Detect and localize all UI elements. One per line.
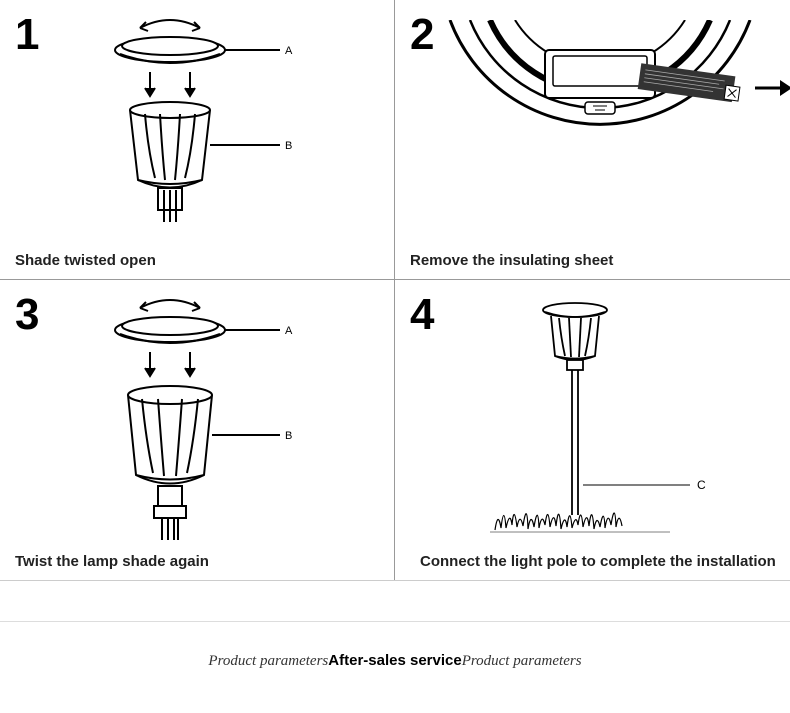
footer-script-right: Product parameters bbox=[462, 653, 582, 669]
step-1-caption: Shade twisted open bbox=[15, 252, 156, 269]
step-2-caption: Remove the insulating sheet bbox=[410, 252, 613, 269]
step-4-diagram: C bbox=[475, 290, 755, 550]
step-1-number: 1 bbox=[15, 10, 39, 60]
step-2-diagram bbox=[435, 20, 790, 240]
label-a: A bbox=[285, 45, 293, 57]
step-4-cell: 4 C bbox=[395, 280, 790, 580]
footer-text-wrap: Product parametersAfter-sales servicePro… bbox=[202, 652, 587, 670]
step-4-caption: Connect the light pole to complete the i… bbox=[420, 553, 776, 570]
label-a-3: A bbox=[285, 325, 293, 337]
step-3-cell: 3 A B bbox=[0, 280, 395, 580]
step-4-number: 4 bbox=[410, 290, 434, 340]
step-1-diagram: A B bbox=[90, 10, 320, 240]
label-b: B bbox=[285, 140, 292, 152]
footer-script-left: Product parameters bbox=[208, 653, 328, 669]
label-c: C bbox=[697, 478, 706, 492]
step-2-number: 2 bbox=[410, 10, 434, 60]
footer-center: After-sales service bbox=[328, 652, 461, 669]
step-3-number: 3 bbox=[15, 290, 39, 340]
step-2-cell: 2 bbox=[395, 0, 790, 280]
separator-line bbox=[0, 621, 790, 622]
step-3-diagram: A B bbox=[90, 290, 320, 550]
instructions-grid: 1 A bbox=[0, 0, 790, 581]
label-b-3: B bbox=[285, 430, 292, 442]
footer-section: Product parametersAfter-sales servicePro… bbox=[0, 652, 790, 670]
step-3-caption: Twist the lamp shade again bbox=[15, 553, 209, 570]
step-1-cell: 1 A bbox=[0, 0, 395, 280]
